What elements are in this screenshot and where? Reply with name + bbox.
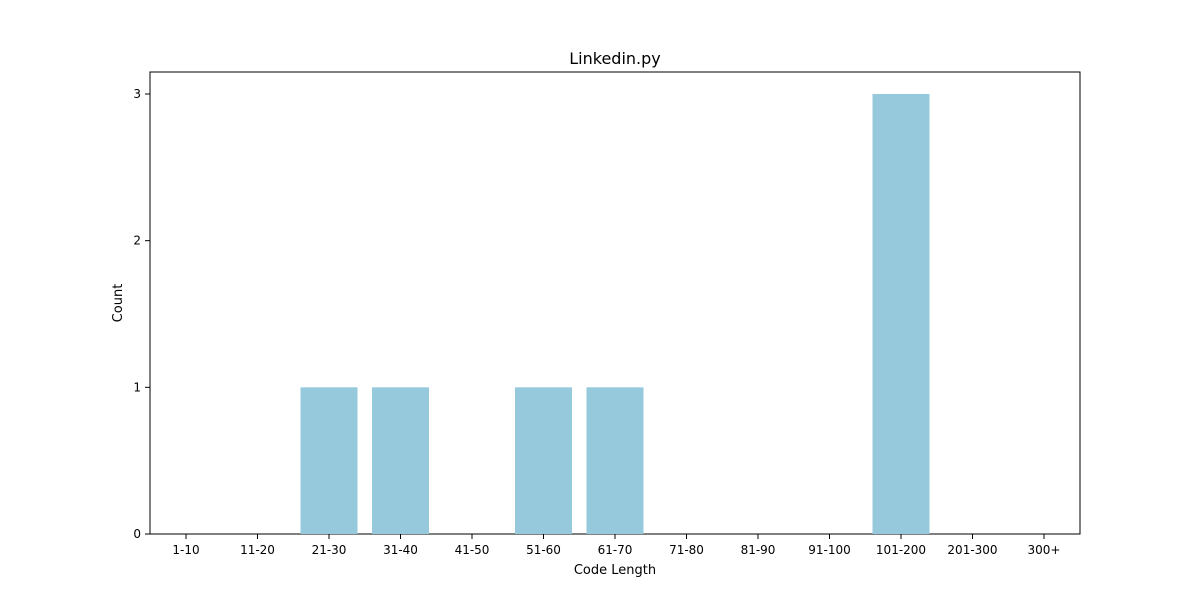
x-tick-label: 61-70 [598, 543, 633, 557]
x-tick-label: 101-200 [876, 543, 926, 557]
bar-61-70 [586, 387, 644, 534]
x-tick-label: 41-50 [455, 543, 490, 557]
x-tick-label: 51-60 [526, 543, 561, 557]
x-tick-label: 91-100 [808, 543, 851, 557]
x-tick-label: 21-30 [312, 543, 347, 557]
x-tick-label: 31-40 [383, 543, 418, 557]
x-axis-label: Code Length [574, 563, 656, 578]
y-tick-label: 0 [133, 527, 141, 541]
y-tick-label: 2 [133, 234, 141, 248]
x-tick-label: 1-10 [172, 543, 199, 557]
y-axis-ticks: 0 1 2 3 [133, 87, 150, 541]
y-tick-label: 3 [133, 87, 141, 101]
x-tick-label: 300+ [1028, 543, 1061, 557]
bars-group [300, 94, 930, 534]
bar-51-60 [515, 387, 572, 534]
chart-title: Linkedin.py [569, 49, 661, 68]
x-tick-label: 81-90 [741, 543, 776, 557]
x-axis-ticks: 1-10 11-20 21-30 31-40 41-50 51-60 61-70 71-80 8… [172, 534, 1060, 557]
y-tick-label: 1 [133, 380, 141, 394]
bar-21-30 [300, 387, 358, 534]
x-tick-label: 71-80 [669, 543, 704, 557]
bar-31-40 [372, 387, 429, 534]
bar-101-200 [872, 94, 930, 534]
x-tick-label: 11-20 [240, 543, 275, 557]
x-tick-label: 201-300 [947, 543, 997, 557]
y-axis-label: Count [111, 284, 126, 323]
